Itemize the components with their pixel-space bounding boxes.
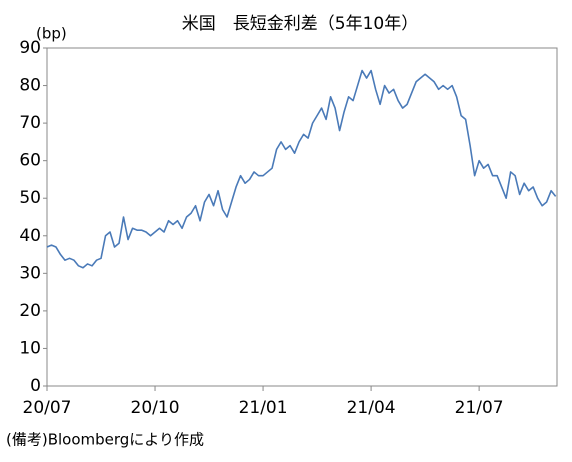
y-tick-label: 90	[19, 38, 41, 58]
y-tick-label: 60	[19, 151, 41, 171]
x-tick-label: 21/04	[347, 398, 396, 418]
y-tick-label: 10	[19, 338, 41, 358]
x-tick-label: 21/01	[239, 398, 288, 418]
y-tick-label: 20	[19, 301, 41, 321]
y-tick-label: 50	[19, 188, 41, 208]
y-tick-label: 80	[19, 76, 41, 96]
y-tick-label: 70	[19, 113, 41, 133]
plot-frame	[46, 47, 558, 387]
y-tick-label: 40	[19, 226, 41, 246]
y-tick-label: 0	[30, 376, 41, 396]
y-tick-label: 30	[19, 263, 41, 283]
x-tick-label: 20/07	[23, 398, 72, 418]
x-tick-label: 20/10	[131, 398, 180, 418]
chart-title: 米国 長短金利差（5年10年）	[182, 14, 418, 34]
note: (備考)Bloombergにより作成	[6, 431, 204, 449]
x-tick-label: 21/07	[455, 398, 504, 418]
y-axis-label: (bp)	[36, 25, 67, 43]
data-line	[46, 69, 557, 269]
